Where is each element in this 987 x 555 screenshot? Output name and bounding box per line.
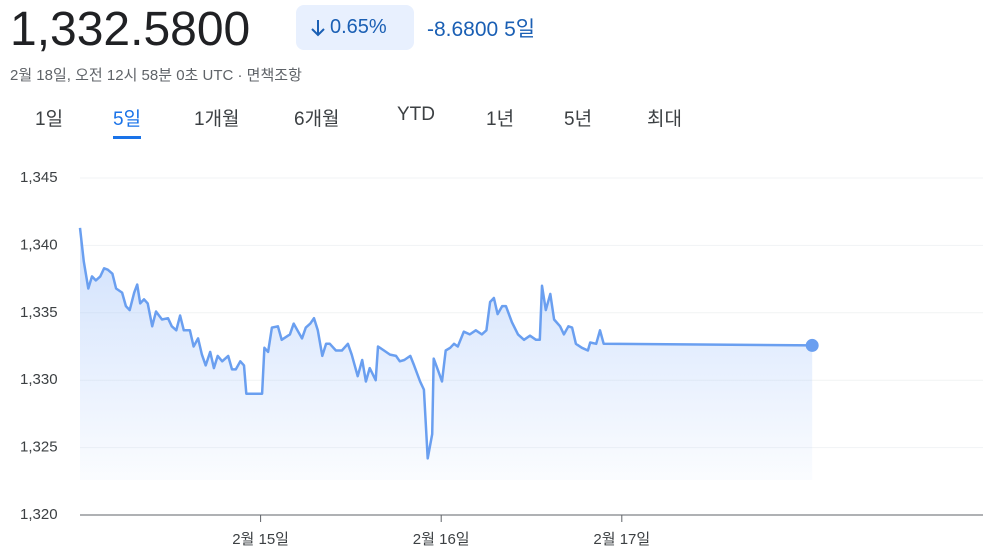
change-value: -8.6800 (427, 18, 499, 41)
range-tab[interactable]: 5년 (564, 109, 593, 130)
y-tick-label: 1,345 (20, 169, 58, 186)
x-tick-label: 2월 17일 (593, 531, 650, 548)
y-tick-label: 1,330 (20, 371, 58, 388)
range-tab[interactable]: YTD (397, 104, 435, 125)
x-tick-label: 2월 15일 (232, 531, 289, 548)
y-tick-label: 1,320 (20, 506, 58, 523)
down-arrow (311, 19, 325, 36)
range-tab[interactable]: 1개월 (194, 109, 240, 130)
change: -8.6800 5일 (427, 13, 535, 43)
timestamp: 2월 18일, 오전 12시 58분 0초 UTC · 면책조항 (10, 67, 302, 84)
range-tab[interactable]: 6개월 (294, 109, 340, 130)
y-tick-label: 1,335 (20, 304, 58, 321)
period: 5일 (504, 18, 536, 41)
y-tick-label: 1,325 (20, 439, 58, 456)
price: 1,332.5800 (10, 3, 251, 56)
range-tab[interactable]: 최대 (647, 109, 682, 130)
change-badge: 0.65% (296, 5, 414, 50)
price-line (78, 227, 813, 460)
change-percent: 0.65% (330, 16, 387, 38)
range-tab[interactable]: 5일 (113, 104, 142, 139)
last-point (805, 338, 819, 352)
y-tick-label: 1,340 (20, 236, 58, 253)
range-tab[interactable]: 1일 (35, 109, 64, 130)
range-tab[interactable]: 1년 (486, 109, 515, 130)
x-tick-label: 2월 16일 (413, 531, 470, 548)
